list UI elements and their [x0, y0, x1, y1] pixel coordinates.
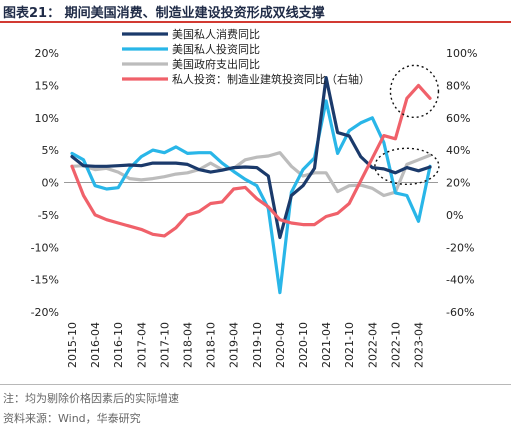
- x-tick-label: 2019-04: [228, 322, 241, 368]
- left-tick-label: -15%: [31, 274, 59, 287]
- right-tick-label: 60%: [446, 112, 470, 125]
- right-axis: 100% 80% 60% 40% 20% 0% -20% -40% -60%: [446, 47, 477, 319]
- legend: 美国私人消费同比美国私人投资同比美国政府支出同比私人投资：制造业建筑投资同比（右…: [122, 27, 370, 86]
- left-tick-label: 15%: [35, 79, 59, 92]
- right-tick-label: -20%: [446, 241, 474, 254]
- x-axis: 2015-10 2016-04 2016-10 2017-04 2017-10 2018-…: [66, 322, 425, 368]
- left-tick-label: -20%: [31, 306, 59, 319]
- left-tick-label: -10%: [31, 241, 59, 254]
- x-tick-label: 2017-04: [135, 322, 148, 368]
- left-tick-label: 20%: [35, 47, 59, 60]
- x-tick-label: 2019-10: [251, 322, 264, 368]
- x-tick-label: 2022-04: [366, 322, 379, 368]
- right-tick-label: 0%: [446, 209, 463, 222]
- right-tick-label: 80%: [446, 79, 470, 92]
- x-tick-label: 2021-04: [320, 322, 333, 368]
- left-axis: 20% 15% 10% 5% 0% -5% -10% -15% -20%: [31, 47, 59, 319]
- x-tick-label: 2020-10: [297, 322, 310, 368]
- left-tick-label: 5%: [42, 144, 59, 157]
- x-tick-label: 2015-10: [66, 322, 79, 368]
- right-tick-label: 20%: [446, 177, 470, 190]
- series-line: [70, 83, 432, 238]
- x-tick-label: 2018-04: [181, 322, 194, 368]
- source-note: 资料来源：Wind，华泰研究: [3, 412, 141, 425]
- x-tick-label: 2023-04: [412, 322, 425, 368]
- x-tick-label: 2018-10: [205, 322, 218, 368]
- left-tick-label: 0%: [42, 177, 59, 190]
- bottom-rule: [0, 384, 511, 385]
- left-tick-label: 10%: [35, 112, 59, 125]
- right-tick-label: -40%: [446, 274, 474, 287]
- series-line: [70, 151, 432, 198]
- legend-label: 美国私人投资同比: [172, 42, 260, 56]
- footnote: 注：均为剔除价格因素后的实际增速: [3, 392, 179, 405]
- figure-title: 图表21： 期间美国消费、制造业建设投资形成双线支撑: [3, 6, 325, 21]
- x-tick-label: 2022-10: [389, 322, 402, 368]
- right-tick-label: 100%: [446, 47, 477, 60]
- left-tick-label: -5%: [38, 209, 59, 222]
- series-line: [70, 76, 432, 240]
- right-tick-label: -60%: [446, 306, 474, 319]
- chart: 20% 15% 10% 5% 0% -5% -10% -15% -20% 100% 80% 60% 4…: [31, 27, 478, 368]
- series-line: [70, 99, 432, 295]
- x-tick-label: 2016-04: [89, 322, 102, 368]
- x-tick-label: 2017-10: [158, 322, 171, 368]
- x-tick-label: 2021-10: [343, 322, 356, 368]
- x-tick-label: 2020-04: [274, 322, 287, 368]
- annotation-ellipse: [389, 64, 440, 119]
- annotation-layer: [374, 64, 440, 186]
- series-layer: [70, 76, 432, 295]
- annotation-ellipse: [374, 147, 440, 186]
- x-tick-label: 2016-10: [112, 322, 125, 368]
- legend-label: 美国政府支出同比: [172, 57, 260, 71]
- legend-label: 私人投资：制造业建筑投资同比（右轴）: [172, 72, 370, 86]
- right-tick-label: 40%: [446, 144, 470, 157]
- title-rule: [0, 21, 511, 23]
- legend-label: 美国私人消费同比: [172, 27, 260, 41]
